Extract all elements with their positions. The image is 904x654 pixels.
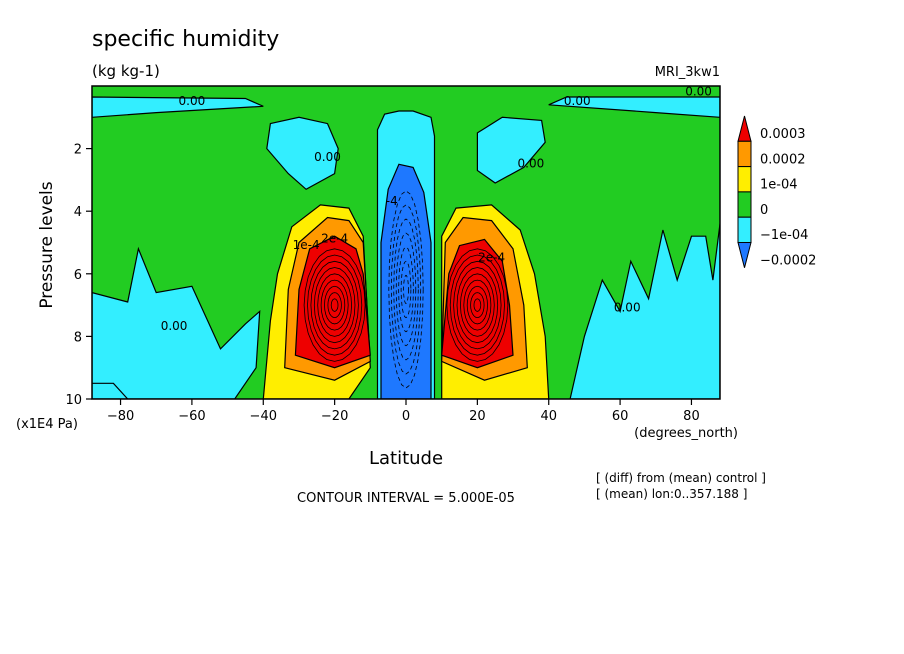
contour-label: 2e-4 <box>321 232 348 246</box>
colorbar-swatch <box>737 166 752 193</box>
field-cyan-top-band-east <box>548 96 720 118</box>
contour-label: 0.00 <box>179 94 206 108</box>
colorbar-label: −1e-04 <box>760 228 808 243</box>
note-diff: [ (diff) from (mean) control ] <box>596 471 766 485</box>
contour-nh-3 <box>453 260 502 350</box>
y-tick-label: 2 <box>74 143 82 158</box>
y-tick-label: 10 <box>65 393 82 408</box>
contour-sh-9 <box>330 298 339 312</box>
chart-title: specific humidity <box>92 27 279 52</box>
x-tick-label: −80 <box>107 409 134 424</box>
y-axis-label: Pressure levels <box>37 181 57 308</box>
contour-sh-2 <box>307 254 363 356</box>
field-red-nh <box>441 238 514 369</box>
contour-sh-8 <box>327 292 342 319</box>
field-cyan-sh-base <box>92 382 129 399</box>
contour-eq-1 <box>388 190 424 389</box>
colorbar-label: 0.0003 <box>760 127 806 142</box>
x-axis-label: Latitude <box>369 448 443 469</box>
contour-nh-9 <box>473 298 482 312</box>
contour-eq-7 <box>403 274 409 304</box>
contour-sh-1 <box>303 248 366 362</box>
contour-nh-5 <box>459 273 495 337</box>
field-cyan-sh-upper <box>266 116 339 191</box>
contour-label: 0.00 <box>161 319 188 333</box>
contour-eq-5 <box>398 246 414 333</box>
contour-eq-4 <box>395 232 417 347</box>
x-tick-label: 80 <box>683 409 700 424</box>
colorbar-label: 0.0002 <box>760 152 806 167</box>
y-tick-label: 8 <box>74 330 82 345</box>
contour-sh-5 <box>317 273 352 337</box>
field-blue-equator <box>380 163 432 399</box>
colorbar-swatch-top <box>737 115 752 142</box>
x-tick-label: −60 <box>178 409 205 424</box>
contour-label: 0.00 <box>564 94 591 108</box>
contour-nh-7 <box>466 285 488 325</box>
x-axis-units: (degrees_north) <box>634 426 738 441</box>
field-cyan-nh-lower <box>569 223 720 399</box>
contour-label: 0.00 <box>614 300 641 314</box>
colorbar-label: 1e-04 <box>760 178 798 193</box>
contour-label: 0.00 <box>518 156 545 170</box>
field-cyan-top-band <box>92 96 264 118</box>
colorbar: 0.0003 0.0002 1e-04 0 −1e-04 −0.0002 <box>737 115 816 269</box>
x-tick-label: 60 <box>612 409 629 424</box>
contour-label: -4 <box>386 194 398 208</box>
colorbar-swatch <box>737 216 752 243</box>
field-cyan-nh-upper <box>476 116 546 184</box>
model-name: MRI_3kw1 <box>655 65 720 80</box>
y-tick-label: 6 <box>74 268 82 283</box>
colorbar-swatch-bottom <box>737 242 752 268</box>
x-tick-label: 0 <box>402 409 410 424</box>
colorbar-swatch <box>737 191 752 218</box>
y-tick-label: 4 <box>74 205 82 220</box>
field-cyan-sh-lower <box>92 246 261 399</box>
contour-label: 0.00 <box>314 150 341 164</box>
contour-eq-6 <box>400 260 412 319</box>
colorbar-label: −0.0002 <box>760 254 816 269</box>
x-tick-label: 40 <box>540 409 557 424</box>
contour-interval-text: CONTOUR INTERVAL = 5.000E-05 <box>297 491 515 506</box>
contour-nh-2 <box>449 254 505 356</box>
x-tick-label: −20 <box>321 409 348 424</box>
contour-nh-6 <box>463 279 492 331</box>
contour-sh-3 <box>310 260 359 350</box>
colorbar-swatch <box>737 140 752 168</box>
x-tick-label: 20 <box>469 409 486 424</box>
contour-sh-7 <box>324 285 346 325</box>
colorbar-label: 0 <box>760 203 768 218</box>
contour-nh-4 <box>456 267 499 344</box>
contour-label: 2e-4 <box>478 250 505 264</box>
contour-label: 1e-4 <box>293 238 320 252</box>
contour-sh-4 <box>313 267 356 344</box>
contour-eq-2 <box>390 204 422 375</box>
chart-units: (kg kg-1) <box>92 62 160 80</box>
contour-nh-8 <box>470 292 485 319</box>
note-mean: [ (mean) lon:0..357.188 ] <box>596 487 747 501</box>
contour-nh-1 <box>446 248 509 362</box>
y-axis-units: (x1E4 Pa) <box>16 417 78 432</box>
contour-sh-6 <box>320 279 349 331</box>
x-tick-label: −40 <box>250 409 277 424</box>
contour-label: 0.00 <box>685 84 712 98</box>
